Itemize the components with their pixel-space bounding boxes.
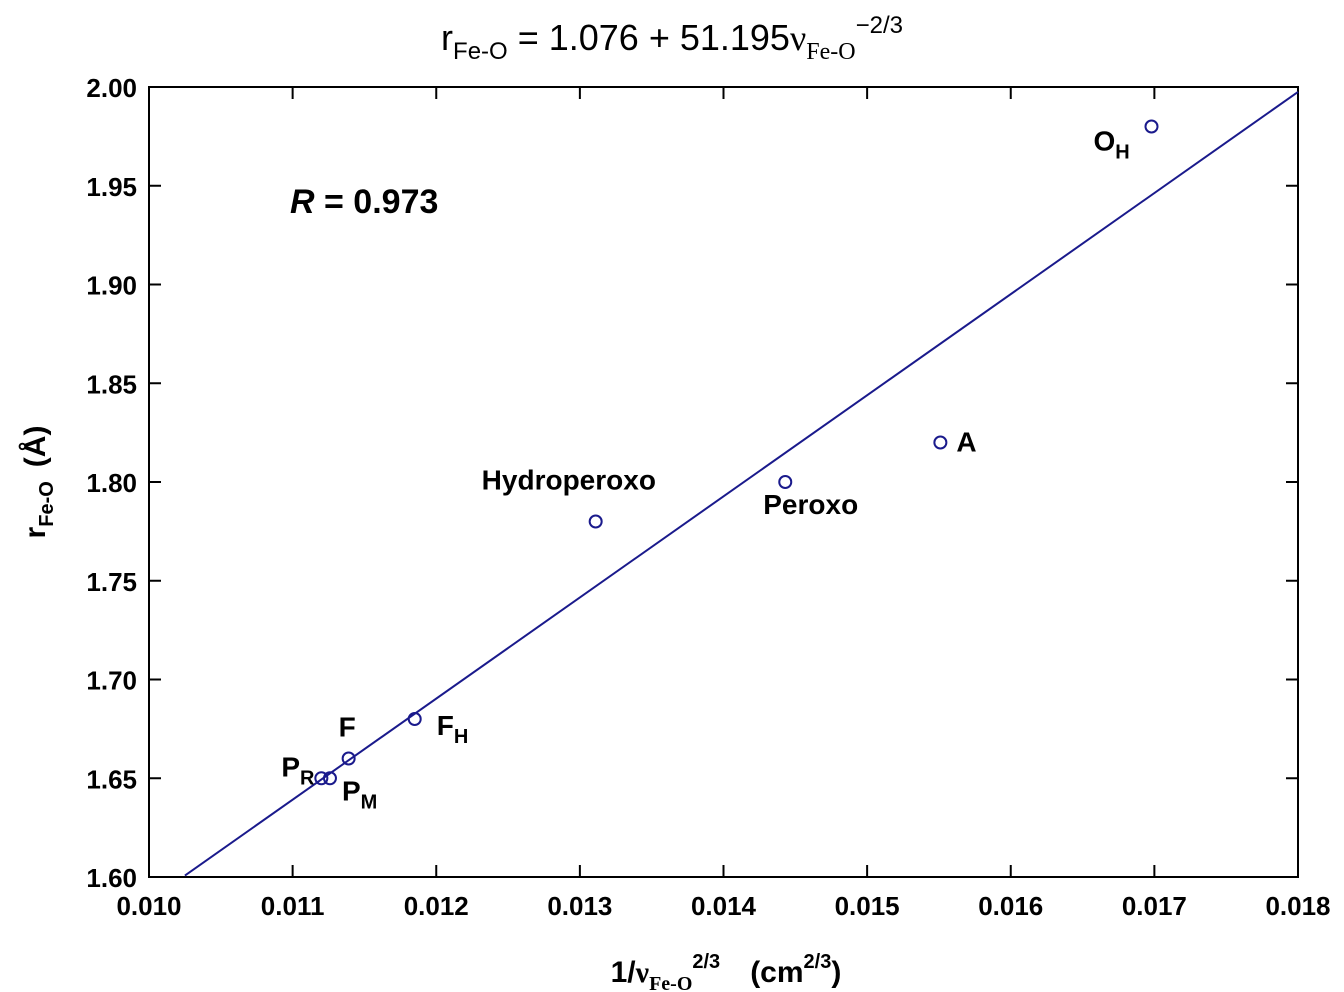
y-tick-label: 1.95 [86,172,137,202]
point-label: FH [437,710,469,748]
point-label: PR [281,751,315,789]
point-label-text: P [342,775,361,806]
point-label: OH [1094,126,1130,164]
data-point [1144,119,1159,134]
x-label-nu-subscript: Fe-O [649,973,692,992]
y-tick-label: 1.90 [86,271,137,301]
point-label: PM [342,775,377,813]
correlation-value: = 0.973 [315,183,439,221]
y-label-r: r [19,526,52,538]
point-label-subscript: H [454,726,468,748]
y-tick-label: 1.70 [86,666,137,696]
correlation-symbol: R [290,183,315,221]
x-tick-label: 0.017 [1122,891,1187,921]
data-point [314,771,329,786]
y-label-r-subscript: Fe-O [36,481,58,527]
x-label-exponent: 2/3 [692,951,720,973]
data-points [314,119,1159,786]
point-label-text: A [956,427,976,458]
point-label-text: O [1094,126,1116,157]
title-exponent: −2/3 [856,12,903,39]
data-point [933,435,948,450]
point-label-subscript: H [1115,142,1129,164]
x-label-unit-exponent: 2/3 [804,951,832,973]
y-axis-label: rFe-O (Å) [19,426,58,539]
title-r-subscript: Fe-O [453,38,508,65]
data-point [322,771,337,786]
data-point [778,475,793,489]
title-r: r [441,17,453,58]
x-tick-label: 0.012 [404,891,469,921]
point-label-text: Hydroperoxo [482,465,656,496]
point-label: Peroxo [763,489,858,520]
x-tick-label: 0.010 [116,891,181,921]
point-label: F [339,712,356,743]
x-tick-label: 0.018 [1265,891,1330,921]
y-tick-label: 1.80 [86,468,137,498]
point-label-text: P [281,751,300,782]
point-label-text: F [437,710,454,741]
x-label-prefix: 1/ [611,956,637,989]
x-tick-label: 0.016 [978,891,1043,921]
point-label-text: Peroxo [763,489,858,520]
title-nu: ν [790,18,806,58]
y-tick-label: 1.65 [86,764,137,794]
title-equation: = 1.076 + 51.195 [508,17,790,58]
x-label-nu: ν [635,956,650,989]
data-point [341,751,356,766]
y-tick-label: 1.85 [86,369,137,399]
x-tick-label: 0.011 [261,891,325,921]
point-label-subscript: M [361,791,378,813]
x-label-unit-open: (cm [750,956,803,989]
point-label-text: F [339,712,356,743]
correlation-annotation: R = 0.973 [290,183,438,221]
x-axis-label: 1/νFe-O2/3 (cm2/3) [611,951,842,992]
x-tick-label: 0.014 [691,891,757,921]
x-label-unit-close: ) [831,956,841,989]
data-point [588,514,603,529]
x-axis-ticks: 0.010 0.011 0.012 0.013 0.014 0.015 0.016 0.017… [116,87,1331,921]
y-tick-label: 1.75 [86,567,137,597]
x-tick-label: 0.013 [547,891,612,921]
data-point [407,712,422,726]
point-label-subscript: R [300,767,315,789]
y-axis-ticks: 1.60 1.65 1.70 1.75 1.80 1.85 1.90 1.95 2.00 [86,73,1298,893]
x-tick-label: 0.015 [835,891,900,921]
y-tick-label: 1.60 [86,863,137,893]
chart-title: rFe-O = 1.076 + 51.195νFe-O−2/3 [441,12,903,65]
title-nu-subscript: Fe-O [806,39,855,65]
regression-line [184,91,1299,877]
y-tick-label: 2.00 [86,73,137,103]
point-label: A [956,427,976,458]
point-label: Hydroperoxo [482,465,656,496]
y-label-unit: (Å) [19,426,52,468]
